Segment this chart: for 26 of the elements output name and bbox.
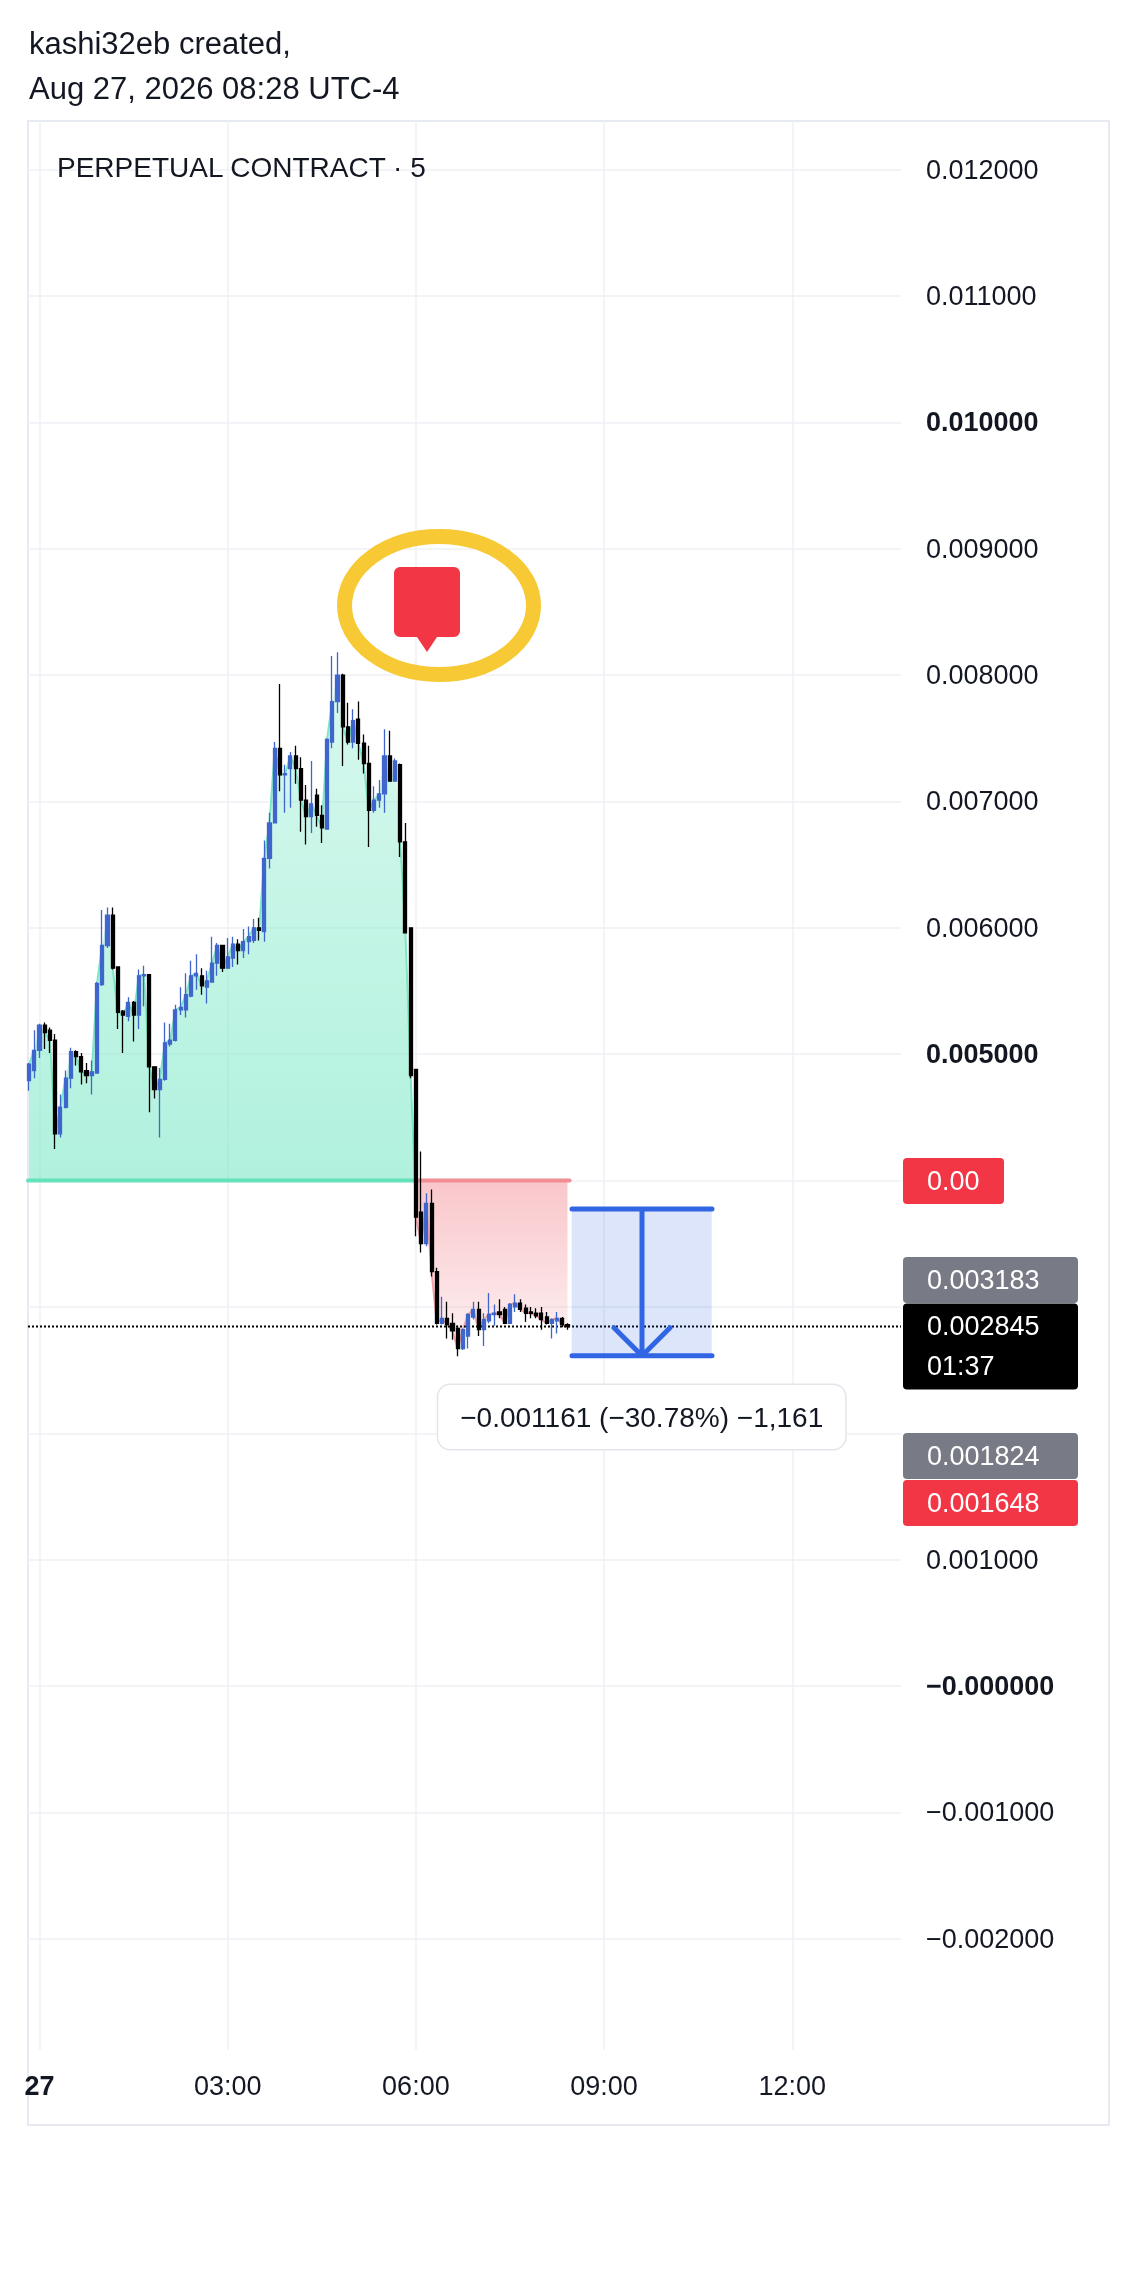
x-tick-label: 12:00	[758, 2070, 827, 2101]
y-tick-label: −0.000000	[926, 1671, 1055, 1702]
y-tick-label: −0.001000	[926, 1797, 1055, 1828]
text: 0.00	[927, 1166, 980, 1196]
text: kashi32eb created,	[29, 26, 291, 61]
text: Aug 27, 2026 08:28 UTC-4	[29, 71, 400, 106]
y-tick-label: 0.008000	[926, 660, 1039, 691]
text: 0.003183	[927, 1265, 1040, 1295]
x-tick-label: 27	[24, 2070, 55, 2101]
text: PERPETUAL CONTRACT · 5	[57, 151, 426, 183]
x-tick-label: 09:00	[570, 2070, 638, 2101]
y-tick-label: 0.010000	[926, 407, 1039, 438]
y-tick-label: 0.009000	[926, 533, 1039, 564]
text: 0.001648	[927, 1488, 1040, 1518]
text: 0.001824	[927, 1441, 1040, 1471]
y-tick-label: 0.005000	[926, 1039, 1039, 1070]
x-tick-label: 03:00	[193, 2070, 262, 2101]
y-tick-label: −0.002000	[926, 1923, 1055, 1954]
data-label: −0.001161 (−30.78%) −1,161	[460, 1401, 824, 1433]
y-tick-label: 0.007000	[926, 786, 1039, 817]
x-tick-label: 06:00	[382, 2070, 450, 2101]
y-tick-label: 0.012000	[926, 154, 1039, 185]
y-tick-label: 0.001000	[926, 1544, 1039, 1575]
y-tick-label: 0.011000	[926, 280, 1037, 311]
y-tick-label: 0.006000	[926, 912, 1039, 943]
ref-line-label: 0.002845 01:37	[927, 1311, 1040, 1382]
